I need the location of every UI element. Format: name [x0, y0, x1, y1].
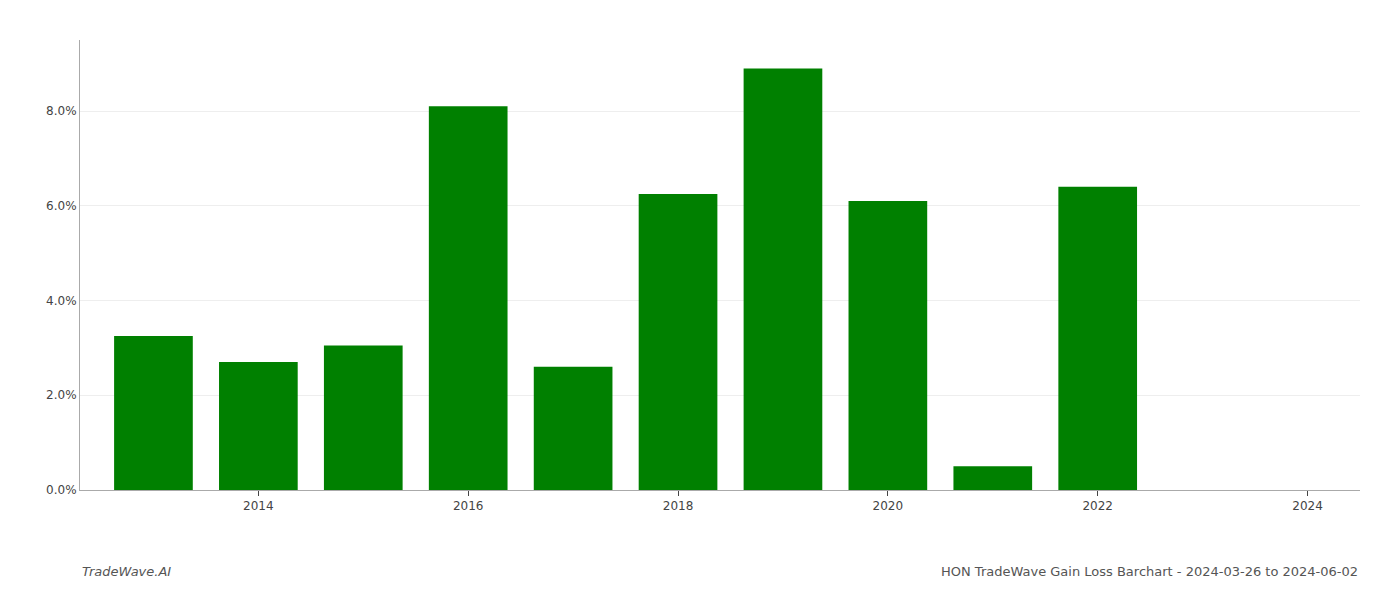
svg-text:2020: 2020: [873, 499, 904, 513]
svg-text:HON TradeWave Gain Loss Barcha: HON TradeWave Gain Loss Barchart - 2024-…: [941, 564, 1358, 579]
svg-text:2024: 2024: [1292, 499, 1323, 513]
svg-text:2022: 2022: [1082, 499, 1113, 513]
svg-text:TradeWave.AI: TradeWave.AI: [82, 564, 171, 579]
svg-text:2018: 2018: [663, 499, 694, 513]
svg-text:4.0%: 4.0%: [46, 294, 77, 308]
svg-text:2014: 2014: [243, 499, 274, 513]
svg-text:0.0%: 0.0%: [46, 483, 77, 497]
svg-text:8.0%: 8.0%: [46, 104, 77, 118]
svg-text:6.0%: 6.0%: [46, 199, 77, 213]
svg-text:2.0%: 2.0%: [46, 388, 77, 402]
svg-text:2016: 2016: [453, 499, 484, 513]
